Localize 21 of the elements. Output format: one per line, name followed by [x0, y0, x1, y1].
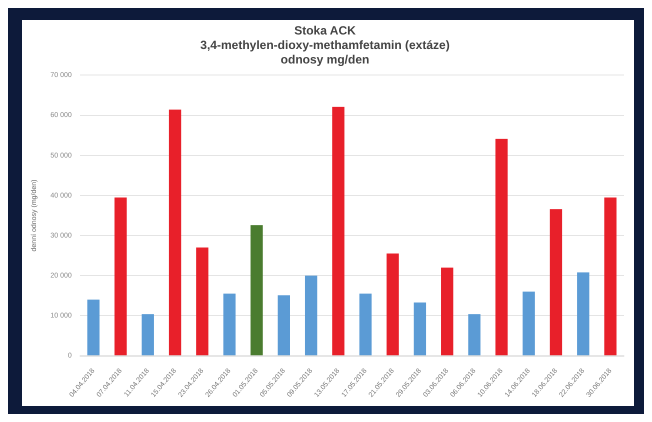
- bar: [414, 302, 426, 356]
- bar: [223, 294, 236, 356]
- bar: [604, 197, 617, 356]
- bar: [304, 276, 318, 356]
- bar: [196, 248, 208, 356]
- bar: [550, 209, 562, 356]
- bar: [332, 106, 344, 356]
- bar: [142, 314, 154, 356]
- bar: [495, 138, 508, 356]
- bar: [250, 225, 263, 356]
- bar: [441, 268, 454, 356]
- bar: [114, 197, 127, 356]
- chart-title: Stoka ACK 3,4-methylen-dioxy-methamfetamin (extáze) odnosy mg/den: [200, 24, 450, 66]
- bar: [577, 272, 590, 356]
- bar: [386, 254, 399, 356]
- bar: [522, 292, 535, 356]
- bar: [468, 314, 480, 356]
- bar: [359, 294, 372, 356]
- bar: [168, 110, 182, 356]
- bar: [278, 295, 290, 356]
- bar: [87, 300, 100, 356]
